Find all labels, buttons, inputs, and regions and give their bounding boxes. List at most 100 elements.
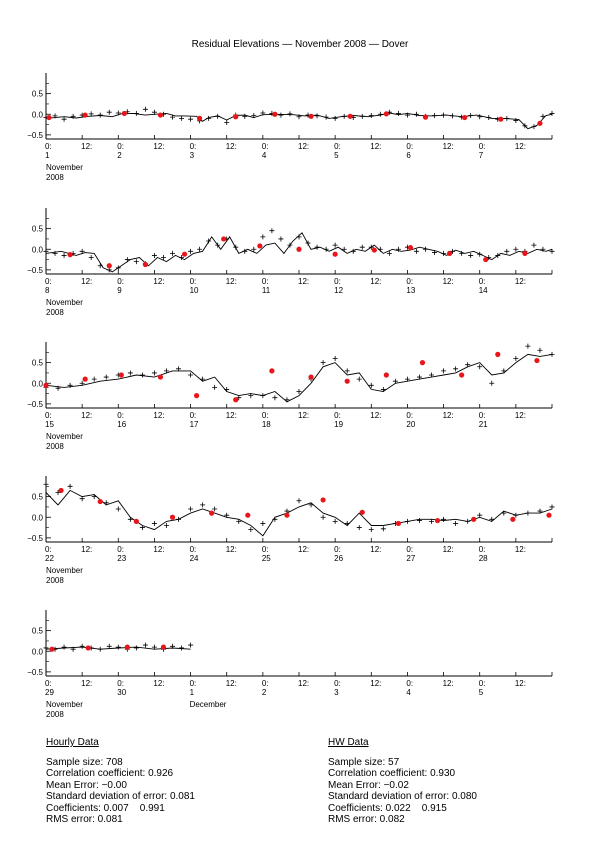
observed-hourly-point [513,117,519,123]
x-tick-label: 0: [479,679,486,688]
observed-hourly-point [416,374,422,380]
day-label: 13 [406,286,415,295]
observed-hourly-point [537,508,543,514]
observed-hw-point [495,351,501,357]
observed-hourly-point [97,112,103,118]
observed-hourly-point [525,343,531,349]
observed-hourly-point [200,502,206,508]
day-label: 26 [334,554,343,563]
day-label: 1 [190,688,195,697]
day-label: 24 [190,554,199,563]
observed-hourly-point [242,113,248,119]
observed-hourly-point [386,250,392,256]
day-label: 11 [262,286,271,295]
observed-hourly-point [103,374,109,380]
x-tick-label: 0: [190,679,197,688]
observed-hw-point [459,372,465,378]
observed-hourly-point [52,113,58,119]
observed-hourly-point [115,265,121,271]
observed-hourly-point [287,111,293,117]
observed-hw-point [157,374,164,380]
x-tick-label: 12: [226,411,237,420]
observed-hourly-point [115,644,121,650]
observed-hourly-point [284,397,290,403]
y-tick-label: 0.5 [32,627,44,636]
observed-hourly-point [139,372,145,378]
observed-hourly-point [531,124,537,130]
observed-hw-point [58,487,64,494]
day-label: 1 [45,151,50,160]
observed-hw-point [133,518,139,524]
observed-hourly-point [549,504,555,510]
observed-hourly-point [489,380,495,386]
day-label: 27 [406,554,415,563]
x-tick-label: 0: [45,545,52,554]
hw-mean-error: Mean Error: −0.02 [328,779,409,791]
x-tick-label: 12: [81,411,92,420]
day-label: 7 [479,151,484,160]
x-tick-label: 0: [406,411,413,420]
day-label: 15 [45,420,54,429]
day-label: 19 [334,420,343,429]
day-label: 16 [117,420,126,429]
observed-hw-point [121,110,127,117]
x-tick-label: 0: [262,679,269,688]
x-tick-label: 0: [334,142,341,151]
observed-hw-point [347,113,353,119]
observed-hw-point [537,120,543,126]
x-tick-label: 12: [443,679,454,688]
panel-3: 0.50.0−0.50: 12: 0: 12: 0: 12: 0: 12: 0: 12: 0: 12:… [27,342,555,451]
observed-hw-point [97,498,103,505]
observed-hw-point [233,397,239,403]
observed-hw-point [49,646,55,652]
x-tick-label: 12: [443,545,454,554]
model-line [45,232,553,273]
x-tick-label: 12: [298,679,309,688]
month-label: November [46,700,83,709]
observed-hourly-point [377,111,383,117]
observed-hourly-point [320,360,326,366]
observed-hourly-point [432,250,438,256]
observed-hw-point [157,112,164,118]
observed-hourly-point [416,518,422,524]
observed-hourly-point [531,242,537,248]
observed-hourly-point [61,252,67,258]
observed-hourly-point [251,112,257,118]
day-label: 2 [117,151,122,160]
observed-hw-point [43,382,49,388]
observed-hourly-point [151,252,157,258]
chart-panels: 0.50.0−0.50: 12: 0: 12: 0: 12: 0: 12: 0: 12: 0: 12:… [27,73,555,719]
observed-hourly-point [296,498,302,504]
x-tick-label: 0: [262,277,269,286]
year-label: 2008 [46,308,64,317]
hw-std-error: Standard deviation of error: 0.080 [328,791,477,802]
observed-hourly-point [356,376,362,382]
hourly-correlation: Correlation coefficient: 0.926 [46,768,174,779]
observed-hourly-point [537,347,543,353]
x-tick-label: 0: [45,679,52,688]
observed-hourly-point [278,236,284,242]
observed-hourly-point [248,393,254,399]
x-tick-label: 0: [190,411,197,420]
observed-hourly-point [368,527,374,533]
day-label: 17 [190,420,199,429]
observed-hourly-point [206,115,212,121]
day-label: 9 [117,286,122,295]
x-tick-label: 0: [262,545,269,554]
observed-hourly-point [170,114,175,120]
observed-hourly-point [540,246,546,252]
observed-hw-point [434,517,441,524]
observed-hourly-point [404,112,410,118]
observed-hourly-point [344,520,350,526]
observed-hourly-point [305,240,311,246]
x-tick-label: 0: [406,277,413,286]
observed-hw-point [546,512,552,518]
observed-hourly-point [513,356,519,361]
observed-hourly-point [91,494,97,500]
x-tick-label: 0: [334,545,341,554]
observed-hourly-point [477,251,483,257]
x-tick-label: 0: [117,411,124,420]
observed-hw-point [269,368,275,374]
x-tick-label: 0: [190,142,197,151]
observed-hourly-point [151,644,157,650]
